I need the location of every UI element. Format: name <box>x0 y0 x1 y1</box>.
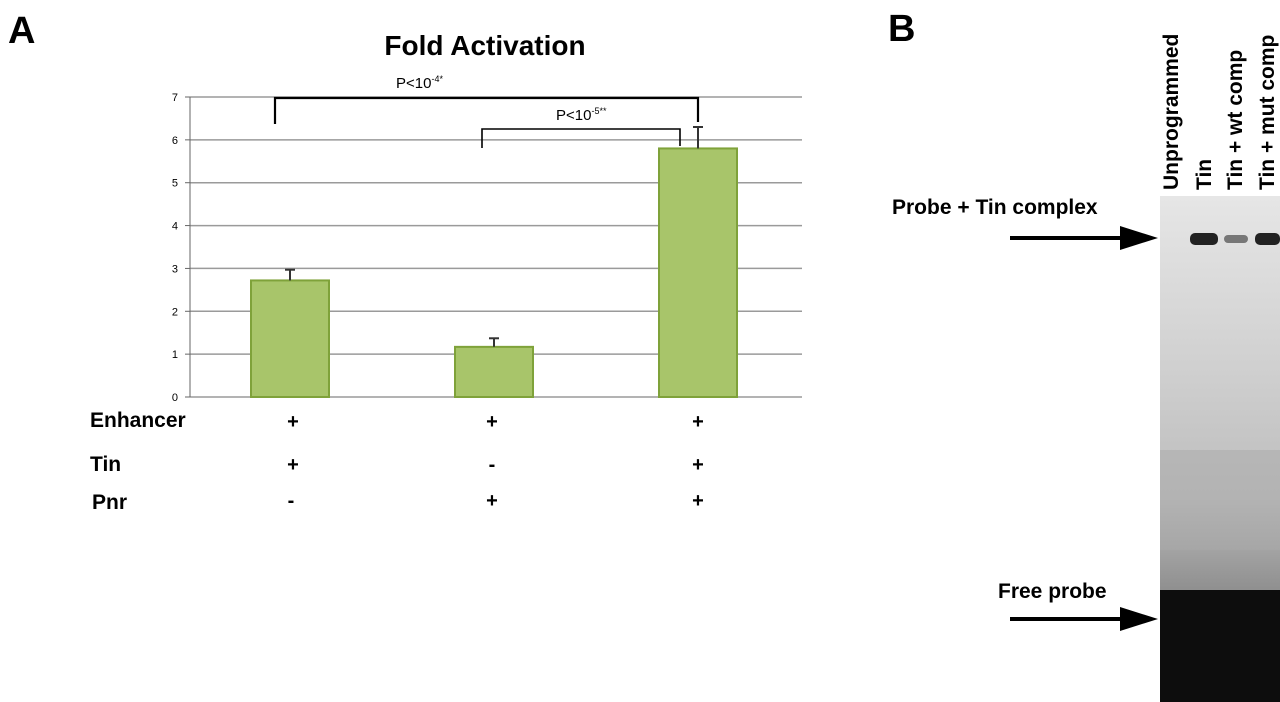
y-tick-label: 5 <box>172 178 178 190</box>
row-label-pnr: Pnr <box>92 491 128 514</box>
lane-label-unprogrammed: Unprogrammed <box>1160 33 1183 190</box>
arrow-label-complex: Probe + Tin complex <box>892 196 1098 219</box>
cond-enhancer-1: + <box>287 411 299 433</box>
y-tick-label: 0 <box>172 392 178 404</box>
cond-enhancer-2: + <box>486 411 498 433</box>
cond-tin-3: + <box>692 454 704 476</box>
panel-a-label: A <box>8 10 36 52</box>
chart-title: Fold Activation <box>384 30 586 61</box>
significance-label-1: P<10-4* <box>396 74 443 92</box>
y-tick-label: 2 <box>172 306 178 318</box>
error-bars <box>285 126 703 347</box>
bar <box>454 345 534 399</box>
lane-label-tin-mut-comp: Tin + mut comp <box>1256 34 1279 190</box>
bars <box>250 147 738 399</box>
arrows <box>1010 226 1158 631</box>
cond-tin-2: - <box>488 454 496 476</box>
cond-pnr-2: + <box>486 490 498 512</box>
cond-pnr-3: + <box>692 490 704 512</box>
band-mut-comp <box>1255 233 1280 245</box>
cond-enhancer-3: + <box>692 411 704 433</box>
y-tick-label: 1 <box>172 349 178 361</box>
row-label-tin: Tin <box>90 453 122 476</box>
lane-label-tin: Tin <box>1193 158 1216 190</box>
significance-label-2: P<10-5** <box>556 106 607 124</box>
gel-image <box>1160 196 1280 702</box>
panel-b-label: B <box>888 8 916 50</box>
y-tick-label: 6 <box>172 135 178 147</box>
cond-pnr-1: - <box>287 490 295 512</box>
row-label-enhancer: Enhancer <box>90 409 186 432</box>
y-tick-label: 3 <box>172 263 178 275</box>
band-wt-comp <box>1224 235 1248 243</box>
cond-tin-1: + <box>287 454 299 476</box>
arrow-label-free-probe: Free probe <box>998 580 1107 603</box>
lane-label-tin-wt-comp: Tin + wt comp <box>1224 49 1247 190</box>
significance-brackets <box>273 96 700 148</box>
y-tick-label: 4 <box>172 221 178 233</box>
y-axis: 0 1 2 3 4 5 6 7 <box>172 92 191 404</box>
y-tick-label: 7 <box>172 92 178 104</box>
band-tin <box>1190 233 1218 245</box>
bracket-2 <box>481 128 681 148</box>
bar <box>658 147 738 398</box>
bracket-1 <box>273 96 700 124</box>
bar <box>250 279 330 398</box>
